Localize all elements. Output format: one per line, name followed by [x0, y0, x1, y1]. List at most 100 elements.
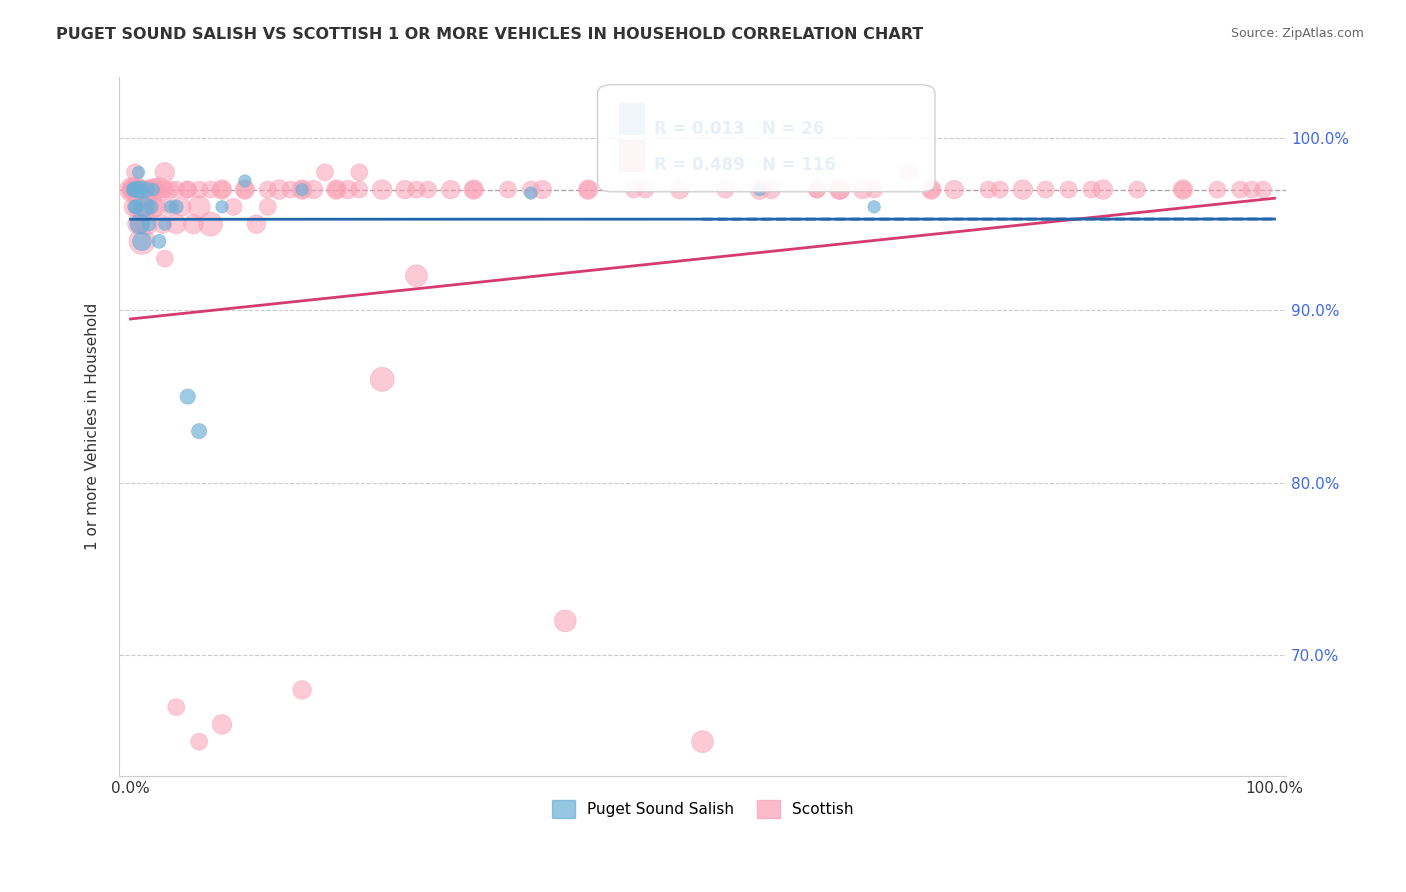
Point	[863, 183, 886, 197]
Point	[1240, 183, 1263, 197]
Point	[692, 734, 714, 748]
Point	[121, 183, 143, 197]
Point	[142, 183, 165, 197]
Point	[142, 183, 165, 197]
Point	[124, 183, 146, 197]
Point	[416, 183, 439, 197]
Point	[943, 183, 966, 197]
Point	[1057, 183, 1080, 197]
Point	[211, 183, 233, 197]
Point	[211, 200, 233, 214]
Point	[131, 235, 153, 249]
Point	[139, 200, 162, 214]
Point	[668, 183, 690, 197]
Point	[349, 183, 371, 197]
Point	[714, 183, 737, 197]
Point	[828, 183, 851, 197]
Point	[463, 183, 485, 197]
Text: Source: ZipAtlas.com: Source: ZipAtlas.com	[1230, 27, 1364, 40]
Point	[128, 217, 150, 231]
Point	[135, 217, 157, 231]
Point	[256, 200, 278, 214]
Point	[128, 217, 150, 231]
Point	[183, 217, 205, 231]
Point	[121, 183, 143, 197]
Point	[1126, 183, 1149, 197]
Point	[302, 183, 325, 197]
Point	[127, 217, 149, 231]
Point	[125, 183, 148, 197]
Point	[1171, 183, 1194, 197]
Point	[828, 183, 851, 197]
Point	[129, 183, 152, 197]
Point	[142, 183, 165, 197]
Point	[127, 183, 149, 197]
Point	[128, 165, 150, 179]
Point	[125, 200, 148, 214]
Point	[165, 200, 187, 214]
Text: R = 0.013   N = 26: R = 0.013 N = 26	[654, 120, 824, 138]
Point	[1091, 183, 1114, 197]
Point	[314, 165, 336, 179]
Point	[138, 217, 160, 231]
Point	[806, 183, 828, 197]
Point	[554, 614, 576, 628]
Point	[120, 183, 142, 197]
Point	[256, 183, 278, 197]
Point	[121, 183, 143, 197]
Point	[153, 217, 176, 231]
Point	[159, 200, 181, 214]
Point	[165, 700, 187, 714]
Point	[222, 200, 245, 214]
Point	[291, 682, 314, 697]
Point	[124, 165, 146, 179]
Point	[153, 252, 176, 266]
Point	[121, 183, 143, 197]
Point	[148, 183, 170, 197]
Point	[245, 217, 267, 231]
Point	[127, 183, 149, 197]
Point	[129, 183, 152, 197]
Point	[634, 183, 657, 197]
Point	[139, 200, 162, 214]
Point	[748, 183, 770, 197]
Point	[159, 200, 181, 214]
Point	[1229, 183, 1251, 197]
Point	[440, 183, 463, 197]
Point	[988, 183, 1011, 197]
Point	[269, 183, 291, 197]
Point	[188, 183, 211, 197]
Point	[176, 183, 198, 197]
Point	[122, 183, 145, 197]
Point	[325, 183, 347, 197]
Point	[135, 183, 157, 197]
Point	[863, 200, 886, 214]
Point	[128, 183, 150, 197]
Point	[148, 183, 170, 197]
Point	[1206, 183, 1229, 197]
Point	[920, 183, 942, 197]
Point	[394, 183, 416, 197]
Point	[623, 183, 645, 197]
Text: PUGET SOUND SALISH VS SCOTTISH 1 OR MORE VEHICLES IN HOUSEHOLD CORRELATION CHART: PUGET SOUND SALISH VS SCOTTISH 1 OR MORE…	[56, 27, 924, 42]
Point	[897, 165, 920, 179]
Point	[463, 183, 485, 197]
Point	[122, 183, 145, 197]
Point	[1035, 183, 1057, 197]
Point	[233, 183, 256, 197]
Point	[153, 183, 176, 197]
Y-axis label: 1 or more Vehicles in Household: 1 or more Vehicles in Household	[86, 303, 100, 550]
Point	[159, 183, 181, 197]
Point	[128, 183, 150, 197]
Point	[291, 183, 314, 197]
Point	[153, 165, 176, 179]
Point	[920, 183, 942, 197]
Point	[576, 183, 599, 197]
Point	[576, 183, 599, 197]
Point	[280, 183, 302, 197]
Point	[152, 217, 174, 231]
Point	[977, 183, 1000, 197]
Point	[134, 183, 156, 197]
Point	[200, 217, 222, 231]
Point	[405, 268, 427, 283]
